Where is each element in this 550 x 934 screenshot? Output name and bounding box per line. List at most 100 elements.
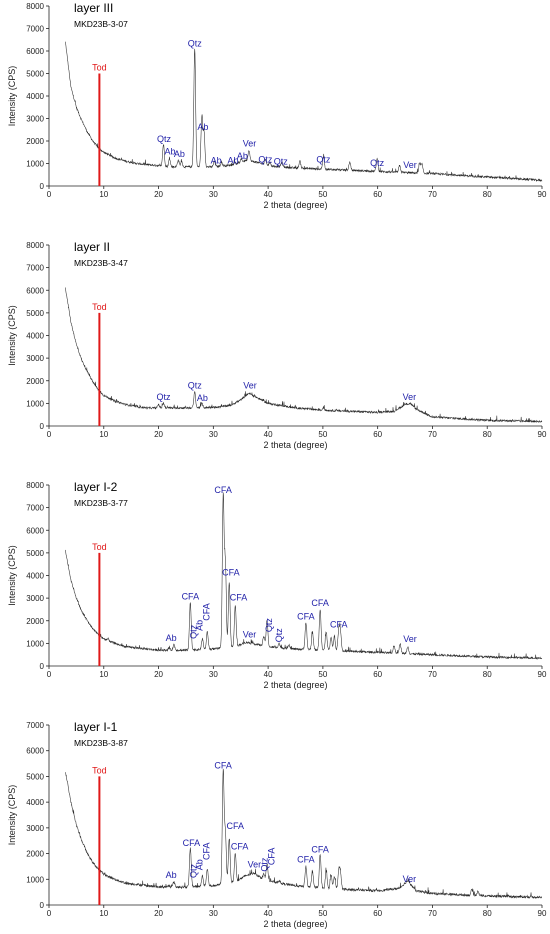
y-tick-label: 5000 — [26, 309, 44, 318]
x-tick-label: 30 — [209, 190, 218, 199]
x-tick-label: 20 — [154, 670, 163, 679]
y-tick-label: 0 — [40, 662, 45, 671]
x-tick-label: 40 — [264, 430, 273, 439]
peak-label-rotated: Qtz — [260, 857, 270, 872]
x-tick-label: 80 — [483, 190, 492, 199]
peak-label: CFA — [231, 842, 249, 852]
peak-label-rotated: Ab — [194, 620, 204, 631]
x-tick-label: 20 — [154, 430, 163, 439]
xrd-panel-2: 0 1000 2000 3000 4000 5000 6000 7000 8000 0 10 20 30… — [7, 240, 547, 450]
sample-id: MKD23B-3-87 — [74, 738, 128, 748]
sample-id: MKD23B-3-77 — [74, 498, 128, 508]
y-axis-label: Intensity (CPS) — [7, 545, 17, 606]
y-tick-label: 5000 — [26, 70, 44, 79]
y-tick-label: 2000 — [26, 850, 44, 859]
y-tick-label: 4000 — [26, 572, 44, 581]
y-tick-label: 3000 — [26, 824, 44, 833]
peak-label: Ab — [174, 149, 185, 159]
peak-label-rotated: CFA — [267, 848, 277, 866]
peak-label-rotated: Qtz — [188, 863, 198, 878]
peak-label: CFA — [222, 568, 240, 578]
x-tick-label: 90 — [538, 190, 547, 199]
x-tick-label: 0 — [47, 670, 52, 679]
x-axis-label: 2 theta (degree) — [263, 440, 327, 450]
peak-label: Qtz — [188, 39, 203, 49]
x-tick-label: 10 — [99, 670, 108, 679]
x-tick-label: 70 — [428, 190, 437, 199]
panel-title: layer III — [74, 1, 113, 15]
y-tick-label: 4000 — [26, 92, 44, 101]
tod-label: Tod — [92, 302, 107, 312]
peak-label-rotated: CFA — [201, 842, 211, 860]
peak-label: Ver — [243, 381, 257, 391]
sample-id: MKD23B-3-47 — [74, 258, 128, 268]
y-tick-label: 8000 — [26, 2, 44, 11]
peak-label: CFA — [230, 592, 248, 602]
x-tick-label: 40 — [264, 670, 273, 679]
y-tick-label: 7000 — [26, 264, 44, 273]
peak-label: Qtz — [156, 392, 171, 402]
x-tick-label: 10 — [99, 190, 108, 199]
x-tick-label: 60 — [373, 909, 382, 918]
peak-label: Ab — [197, 122, 208, 132]
y-axis-label: Intensity (CPS) — [7, 66, 17, 127]
y-tick-label: 1000 — [26, 639, 44, 648]
peak-label: Qtz — [157, 134, 172, 144]
peak-label: Ver — [403, 634, 417, 644]
y-tick-label: 8000 — [26, 241, 44, 250]
x-tick-label: 10 — [99, 909, 108, 918]
peak-label: Qtz — [258, 154, 273, 164]
y-tick-label: 6000 — [26, 747, 44, 756]
x-tick-label: 20 — [154, 909, 163, 918]
y-tick-label: 1000 — [26, 875, 44, 884]
x-tick-label: 80 — [483, 430, 492, 439]
peak-label: Ab — [237, 151, 248, 161]
peak-label: Ab — [166, 633, 177, 643]
peak-label-rotated: Ab — [194, 859, 204, 870]
y-tick-label: 6000 — [26, 47, 44, 56]
y-tick-label: 3000 — [26, 115, 44, 124]
x-axis-label: 2 theta (degree) — [263, 680, 327, 690]
y-tick-label: 6000 — [26, 286, 44, 295]
y-axis-label: Intensity (CPS) — [7, 785, 17, 846]
x-tick-label: 60 — [373, 430, 382, 439]
y-tick-label: 6000 — [26, 526, 44, 535]
peak-label: CFA — [330, 620, 348, 630]
x-tick-label: 50 — [318, 909, 327, 918]
peak-label: CFA — [297, 855, 315, 865]
y-tick-label: 1000 — [26, 399, 44, 408]
x-tick-label: 70 — [428, 670, 437, 679]
x-tick-label: 0 — [47, 909, 52, 918]
x-tick-label: 70 — [428, 909, 437, 918]
peak-label: CFA — [214, 485, 232, 495]
peak-label: Ab — [165, 147, 176, 157]
peak-label-rotated: CFA — [201, 603, 211, 621]
peak-label: CFA — [311, 598, 329, 608]
x-tick-label: 80 — [483, 909, 492, 918]
peak-label: CFA — [311, 844, 329, 854]
y-tick-label: 0 — [40, 422, 45, 431]
y-tick-label: 4000 — [26, 798, 44, 807]
xrd-trace — [65, 287, 543, 424]
xrd-panel-3: 0 1000 2000 3000 4000 5000 6000 7000 8000 0 10 20 30… — [7, 480, 547, 690]
xrd-trace — [65, 41, 543, 183]
x-tick-label: 0 — [47, 430, 52, 439]
peak-label: Ver — [403, 160, 417, 170]
xrd-panel-4: 0 1000 2000 3000 4000 5000 6000 7000 0 10 20 30 40 50… — [7, 720, 547, 929]
peak-label: CFA — [214, 761, 232, 771]
x-tick-label: 40 — [264, 190, 273, 199]
y-tick-label: 7000 — [26, 721, 44, 730]
peak-label: Ver — [248, 860, 262, 870]
peak-label: Ver — [243, 139, 257, 149]
peak-label: CFA — [297, 612, 315, 622]
tod-label: Tod — [92, 63, 107, 73]
y-tick-label: 7000 — [26, 25, 44, 34]
peak-label: Qtz — [316, 154, 331, 164]
x-tick-label: 30 — [209, 909, 218, 918]
x-tick-label: 50 — [318, 430, 327, 439]
peak-label: Ver — [403, 392, 417, 402]
x-tick-label: 0 — [47, 190, 52, 199]
y-tick-label: 1000 — [26, 160, 44, 169]
